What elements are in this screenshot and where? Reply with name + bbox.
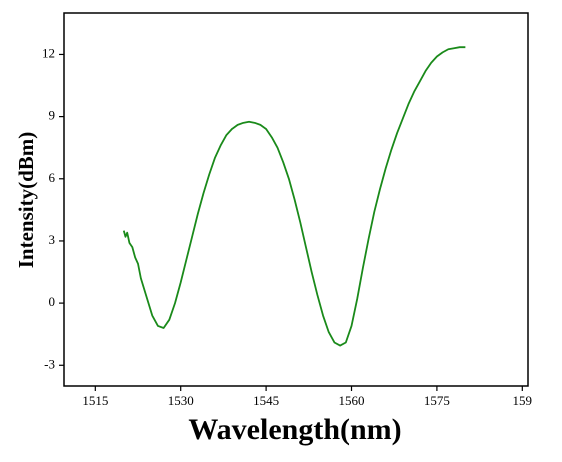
data-line <box>122 46 466 347</box>
x-axis-label: Wavelength(nm) <box>188 413 401 446</box>
plot-frame <box>63 12 529 387</box>
x-tick-label: 1575 <box>424 393 450 408</box>
y-tick-label: 0 <box>49 294 56 309</box>
x-tick-label: 159 <box>513 393 533 408</box>
x-tick-label: 1530 <box>168 393 194 408</box>
y-tick-label: -3 <box>44 356 55 371</box>
y-tick-label: 12 <box>42 45 55 60</box>
y-axis-label: Intensity(dBm) <box>14 132 38 269</box>
x-tick-label: 1545 <box>253 393 279 408</box>
y-tick-label: 6 <box>49 170 56 185</box>
y-tick-label: 9 <box>49 108 56 123</box>
x-tick-label: 1560 <box>339 393 365 408</box>
x-tick-label: 1515 <box>82 393 108 408</box>
y-tick-label: 3 <box>49 232 56 247</box>
